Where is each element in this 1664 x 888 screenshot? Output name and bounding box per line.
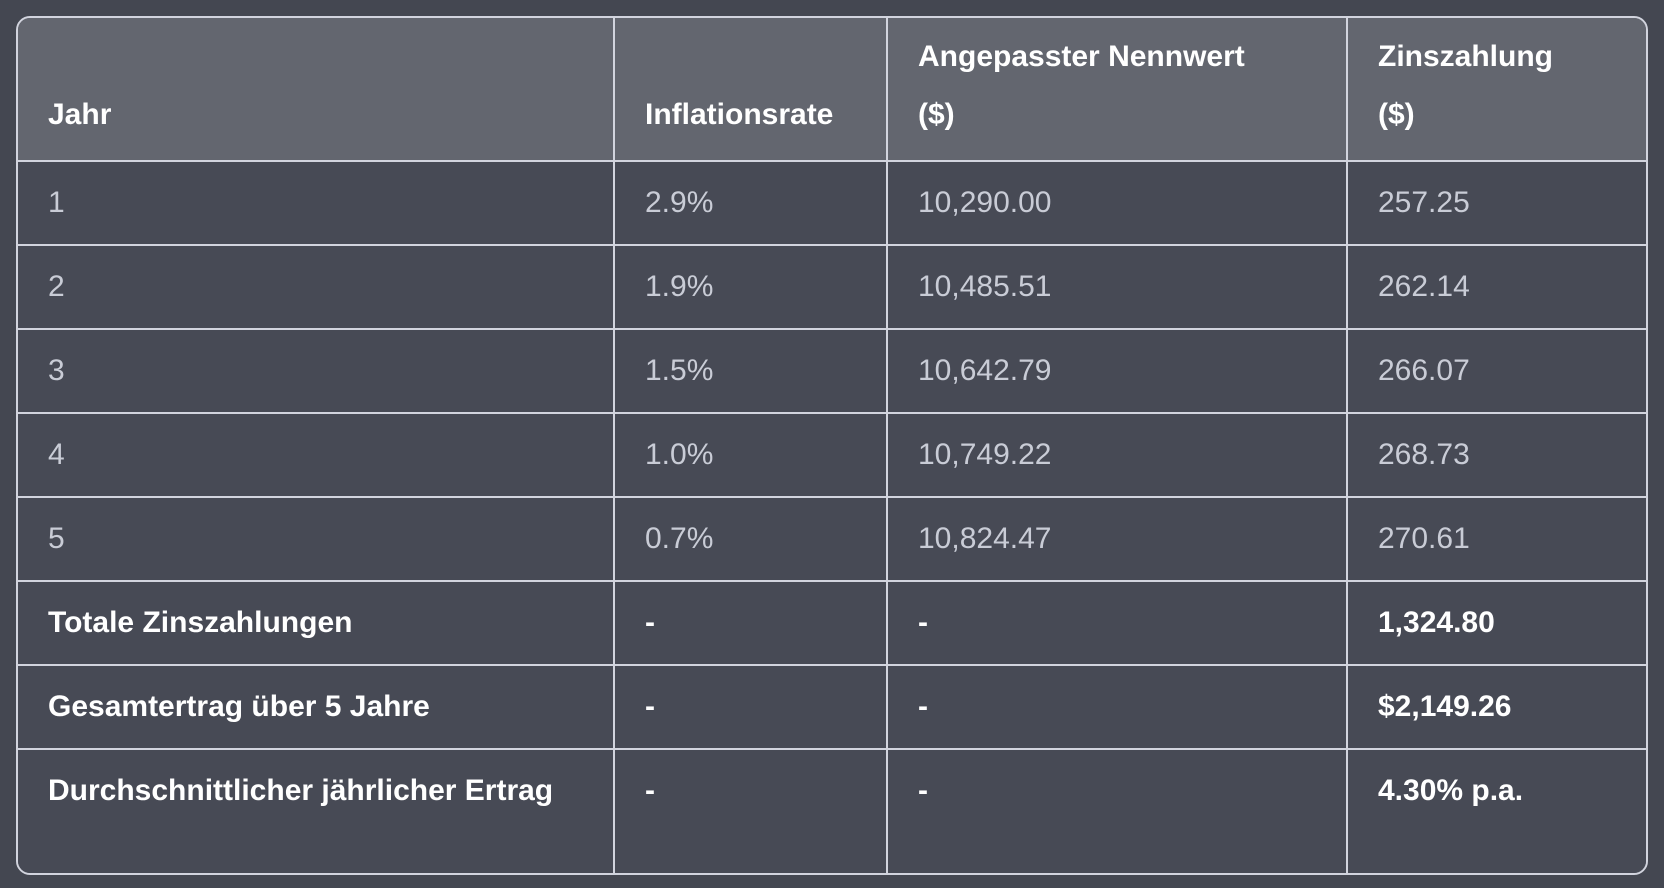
table-cell: 0.7%	[613, 496, 888, 582]
table-cell: 1,324.80	[1346, 580, 1646, 666]
table-cell: 10,290.00	[886, 160, 1348, 246]
column-header-jahr: Jahr	[18, 18, 615, 162]
column-header-zinszahlung: Zinszahlung ($)	[1346, 18, 1646, 162]
table-cell: 266.07	[1346, 328, 1646, 414]
table-cell: 1.5%	[613, 328, 888, 414]
table-cell: 268.73	[1346, 412, 1646, 498]
column-header-label: Zinszahlung	[1378, 40, 1553, 73]
table-row: 4 1.0% 10,749.22 268.73	[18, 412, 1646, 498]
summary-row: Durchschnittlicher jährlicher Ertrag - -4.…	[18, 748, 1646, 873]
table-cell: 2.9%	[613, 160, 888, 246]
summary-row: Gesamtertrag über 5 Jahre - - $2,149.26	[18, 664, 1646, 750]
table-cell: -	[613, 748, 888, 873]
summary-row: Totale Zinszahlungen - -1,324.80	[18, 580, 1646, 666]
table-cell: 5	[18, 496, 615, 582]
inflation-bond-table-card: Jahr Inflationsrate Angepasster Nennwert…	[16, 16, 1648, 875]
table-cell: Durchschnittlicher jährlicher Ertrag	[18, 748, 615, 873]
column-header-label: Inflationsrate	[645, 98, 834, 131]
table-cell: 10,824.47	[886, 496, 1348, 582]
table-row: 3 1.5% 10,642.79 266.07	[18, 328, 1646, 414]
table-header: Jahr Inflationsrate Angepasster Nennwert…	[18, 18, 1646, 162]
table-cell: 1	[18, 160, 615, 246]
table-cell: -	[886, 580, 1348, 666]
column-header-label: Angepasster Nennwert	[918, 40, 1245, 73]
table-cell: 10,485.51	[886, 244, 1348, 330]
column-header-inflationsrate: Inflationsrate	[613, 18, 888, 162]
table-cell: -	[886, 664, 1348, 750]
column-header-label: ($)	[918, 98, 955, 131]
table-cell: 1.0%	[613, 412, 888, 498]
column-header-label: ($)	[1378, 98, 1415, 131]
table-cell: Gesamtertrag über 5 Jahre	[18, 664, 615, 750]
table-cell: 3	[18, 328, 615, 414]
table-row: 1 2.9% 10,290.00 257.25	[18, 160, 1646, 246]
table-cell: -	[613, 580, 888, 666]
table-cell: 270.61	[1346, 496, 1646, 582]
table-cell: 2	[18, 244, 615, 330]
header-row: Jahr Inflationsrate Angepasster Nennwert…	[18, 18, 1646, 162]
table-cell: -	[613, 664, 888, 750]
table-cell: Totale Zinszahlungen	[18, 580, 615, 666]
table-cell: -	[886, 748, 1348, 873]
table-cell: 4.30% p.a.	[1346, 748, 1646, 873]
table-cell: 10,642.79	[886, 328, 1348, 414]
table-row: 5 0.7% 10,824.47 270.61	[18, 496, 1646, 582]
column-header-angepasster-nennwert: Angepasster Nennwert ($)	[886, 18, 1348, 162]
table-cell: $2,149.26	[1346, 664, 1646, 750]
table-row: 2 1.9% 10,485.51 262.14	[18, 244, 1646, 330]
table-cell: 257.25	[1346, 160, 1646, 246]
table-cell: 4	[18, 412, 615, 498]
table-cell: 1.9%	[613, 244, 888, 330]
inflation-bond-table: Jahr Inflationsrate Angepasster Nennwert…	[18, 18, 1646, 873]
table-cell: 10,749.22	[886, 412, 1348, 498]
column-header-label: Jahr	[48, 98, 112, 131]
table-body: 1 2.9% 10,290.00 257.25 2 1.9% 10,485.51 262.14…	[18, 160, 1646, 873]
table-cell: 262.14	[1346, 244, 1646, 330]
